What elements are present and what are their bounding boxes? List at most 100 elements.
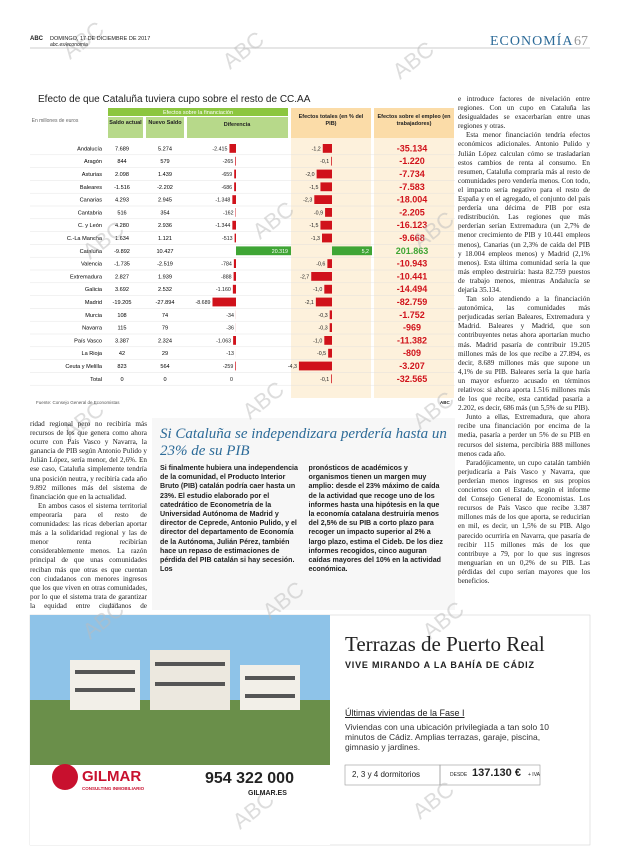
cell: 1.634 [115, 236, 129, 242]
cell: -1.348 [215, 198, 230, 204]
region: Navarra [82, 326, 103, 332]
cell: -259 [223, 364, 234, 370]
ad-description: Viviendas con una ubicación privilegiada… [345, 722, 549, 752]
cell: 1.121 [158, 236, 172, 242]
diff-bar [232, 284, 236, 294]
paragraph: En ambos casos el sistema territorial em… [30, 501, 147, 612]
region: La Rioja [81, 351, 102, 357]
page-number: 67 [574, 34, 588, 49]
box-bg [152, 418, 455, 610]
cell: -1,5 [309, 223, 318, 229]
diff-bar [234, 233, 236, 243]
cell: 516 [117, 210, 126, 216]
cell: -2.415 [212, 146, 227, 152]
diff-bar [235, 156, 236, 166]
pib-bar [315, 297, 332, 307]
ad-brand: GILMAR [82, 768, 142, 785]
region: Aragón [84, 159, 102, 165]
box-headline: Si Cataluña se independizara perdería ha… [160, 426, 447, 459]
column-header: Nuevo Saldo [148, 120, 181, 126]
group-header-bg [108, 108, 288, 116]
cell: 79 [162, 326, 168, 332]
cell: 844 [117, 159, 126, 165]
pib-bar [331, 156, 332, 166]
cell: -686 [222, 185, 233, 191]
cell: -13 [226, 351, 234, 357]
region: Andalucía [77, 146, 103, 152]
pib-bar [320, 220, 332, 230]
pib-bar [314, 195, 332, 204]
cell: -2,3 [303, 198, 312, 204]
cell: -0,1 [320, 159, 329, 165]
diff-bar [234, 169, 236, 179]
paragraph: Junto a ellas, Extremadura, que ahora re… [458, 413, 590, 458]
pib-bar [324, 336, 332, 345]
cell: -1.063 [216, 338, 231, 344]
paragraph: e introduce factores de nivelación entre… [458, 95, 590, 131]
ad-title: Terrazas de Puerto Real [345, 632, 545, 656]
cell: -888 [221, 274, 232, 280]
cell: 3.692 [115, 287, 129, 293]
pib-bar [329, 310, 332, 320]
employment: -10.441 [397, 271, 428, 281]
cell: -1,3 [311, 236, 320, 242]
cell: -0,6 [316, 262, 325, 268]
left-article: ridad regional pero no recibiría más rec… [30, 420, 147, 612]
cell: -9.892 [114, 249, 130, 255]
pib-bar [322, 144, 332, 153]
col-head-bg [374, 108, 454, 138]
column-header: Efectos sobre el empleo (en trabajadores… [377, 114, 450, 127]
diff-bar [234, 182, 236, 192]
cell: -0,9 [314, 210, 323, 216]
cell: 108 [117, 313, 126, 319]
employment: -809 [403, 348, 421, 358]
region: País Vasco [74, 338, 102, 344]
cell: -0,3 [319, 326, 328, 332]
cell: 354 [160, 210, 169, 216]
pib-bar [328, 348, 332, 358]
column-header: Diferencia [223, 122, 251, 128]
cell: -513 [222, 236, 233, 242]
cell: -1,0 [313, 338, 322, 344]
col-bg [146, 117, 184, 138]
pib-bar [329, 323, 332, 332]
pib-bar [322, 233, 332, 243]
region: Canarias [80, 198, 103, 204]
region: Valencia [81, 262, 103, 268]
employment: -16.123 [397, 220, 428, 230]
region: Asturias [82, 172, 102, 178]
employment: 201.863 [396, 246, 429, 256]
cell: 2.945 [158, 198, 172, 204]
cell: 2.827 [115, 274, 129, 280]
pib-bar [324, 284, 332, 294]
diff-bar [235, 361, 236, 371]
col-head-bg [291, 108, 371, 138]
paragraph: Esta menor financiación tendría efectos … [458, 131, 590, 294]
cell: 823 [117, 364, 126, 370]
employment: -1.220 [399, 156, 425, 166]
column-header-text: Diferencia [223, 122, 251, 128]
cell: 579 [160, 159, 169, 165]
credit: ABC [440, 400, 450, 405]
cell: 4.280 [115, 223, 129, 229]
group-header: Efectos sobre la financiación [163, 110, 233, 116]
cell: -1,2 [312, 146, 321, 152]
region: Baleares [80, 185, 102, 191]
cell: -4,3 [288, 364, 297, 370]
logo-icon [52, 764, 78, 790]
cell: -2,0 [305, 172, 314, 178]
column-header: Efectos totales (en % del PIB) [299, 114, 364, 127]
cell: 4.293 [115, 198, 129, 204]
region: Ceuta y Melilla [65, 364, 103, 370]
cell: 10.427 [156, 249, 173, 255]
pib-bar [325, 208, 332, 217]
ad-phone: 954 322 000 [205, 770, 294, 787]
cell: -2.202 [157, 185, 173, 191]
cell: -0,3 [319, 313, 328, 319]
diff-bar [232, 220, 236, 230]
ad-subtitle: VIVE MIRANDO A LA BAHÍA DE CÁDIZ [345, 660, 535, 670]
ad-tax: + IVA [528, 772, 540, 778]
ad-price: 137.130 € [472, 767, 521, 779]
employment: -10.943 [397, 259, 428, 269]
ad-web: GILMAR.ES [248, 790, 287, 797]
